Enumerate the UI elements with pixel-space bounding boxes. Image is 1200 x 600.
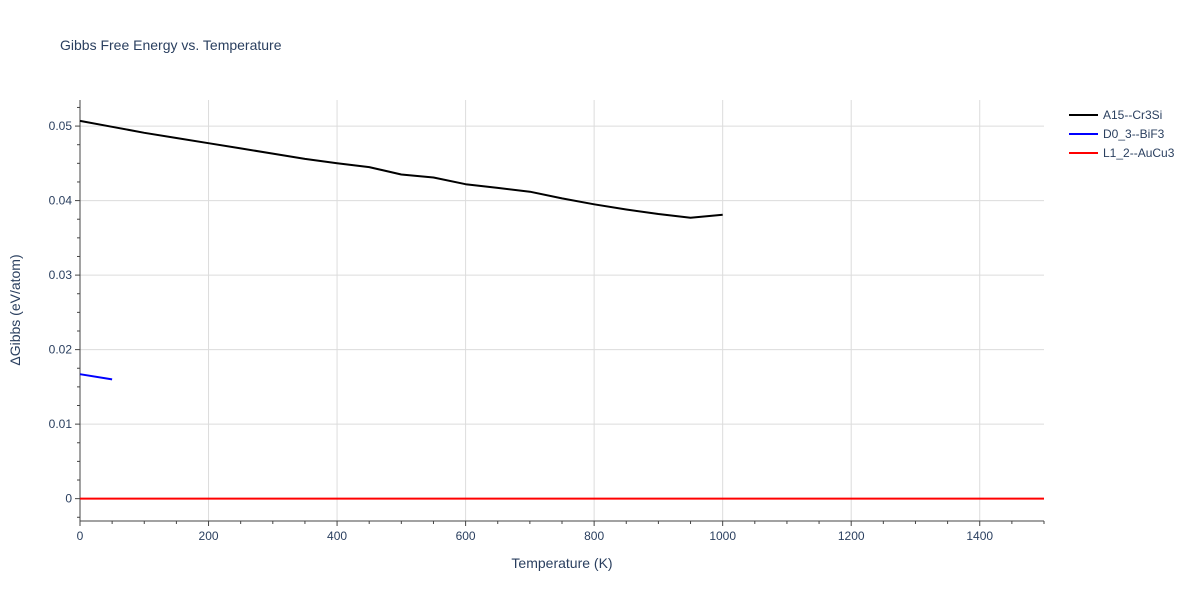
x-tick-label: 200: [199, 529, 219, 543]
series-lines: [79, 119, 1044, 500]
series-line: [79, 373, 113, 381]
y-tick-label: 0.05: [49, 119, 73, 133]
x-axis-title: Temperature (K): [511, 555, 612, 571]
y-tick-label: 0.03: [49, 268, 73, 282]
x-tick-label: 1000: [709, 529, 736, 543]
x-tick-label: 600: [456, 529, 476, 543]
x-tick-label: 400: [327, 529, 347, 543]
x-tick-label: 1400: [966, 529, 993, 543]
y-tick-label: 0.02: [49, 343, 73, 357]
y-tick-label: 0.01: [49, 417, 73, 431]
grid: [80, 100, 1044, 521]
y-tick-label: 0: [65, 492, 72, 506]
y-tick-label: 0.04: [49, 194, 73, 208]
x-tick-label: 0: [77, 529, 84, 543]
x-tick-label: 800: [584, 529, 604, 543]
legend[interactable]: A15--Cr3Si D0_3--BiF3 L1_2--AuCu3: [1069, 108, 1175, 160]
chart-title: Gibbs Free Energy vs. Temperature: [60, 37, 282, 53]
legend-label[interactable]: D0_3--BiF3: [1103, 127, 1165, 141]
legend-label[interactable]: L1_2--AuCu3: [1103, 146, 1175, 160]
x-tick-label: 1200: [838, 529, 865, 543]
axes: 0 200 400 600 800 1000 1200 1400 0 0.01 0.02 0.03 0.…: [49, 100, 1045, 543]
legend-label[interactable]: A15--Cr3Si: [1103, 108, 1162, 122]
y-axis-title: ΔGibbs (eV/atom): [7, 254, 23, 365]
series-line: [79, 119, 723, 219]
